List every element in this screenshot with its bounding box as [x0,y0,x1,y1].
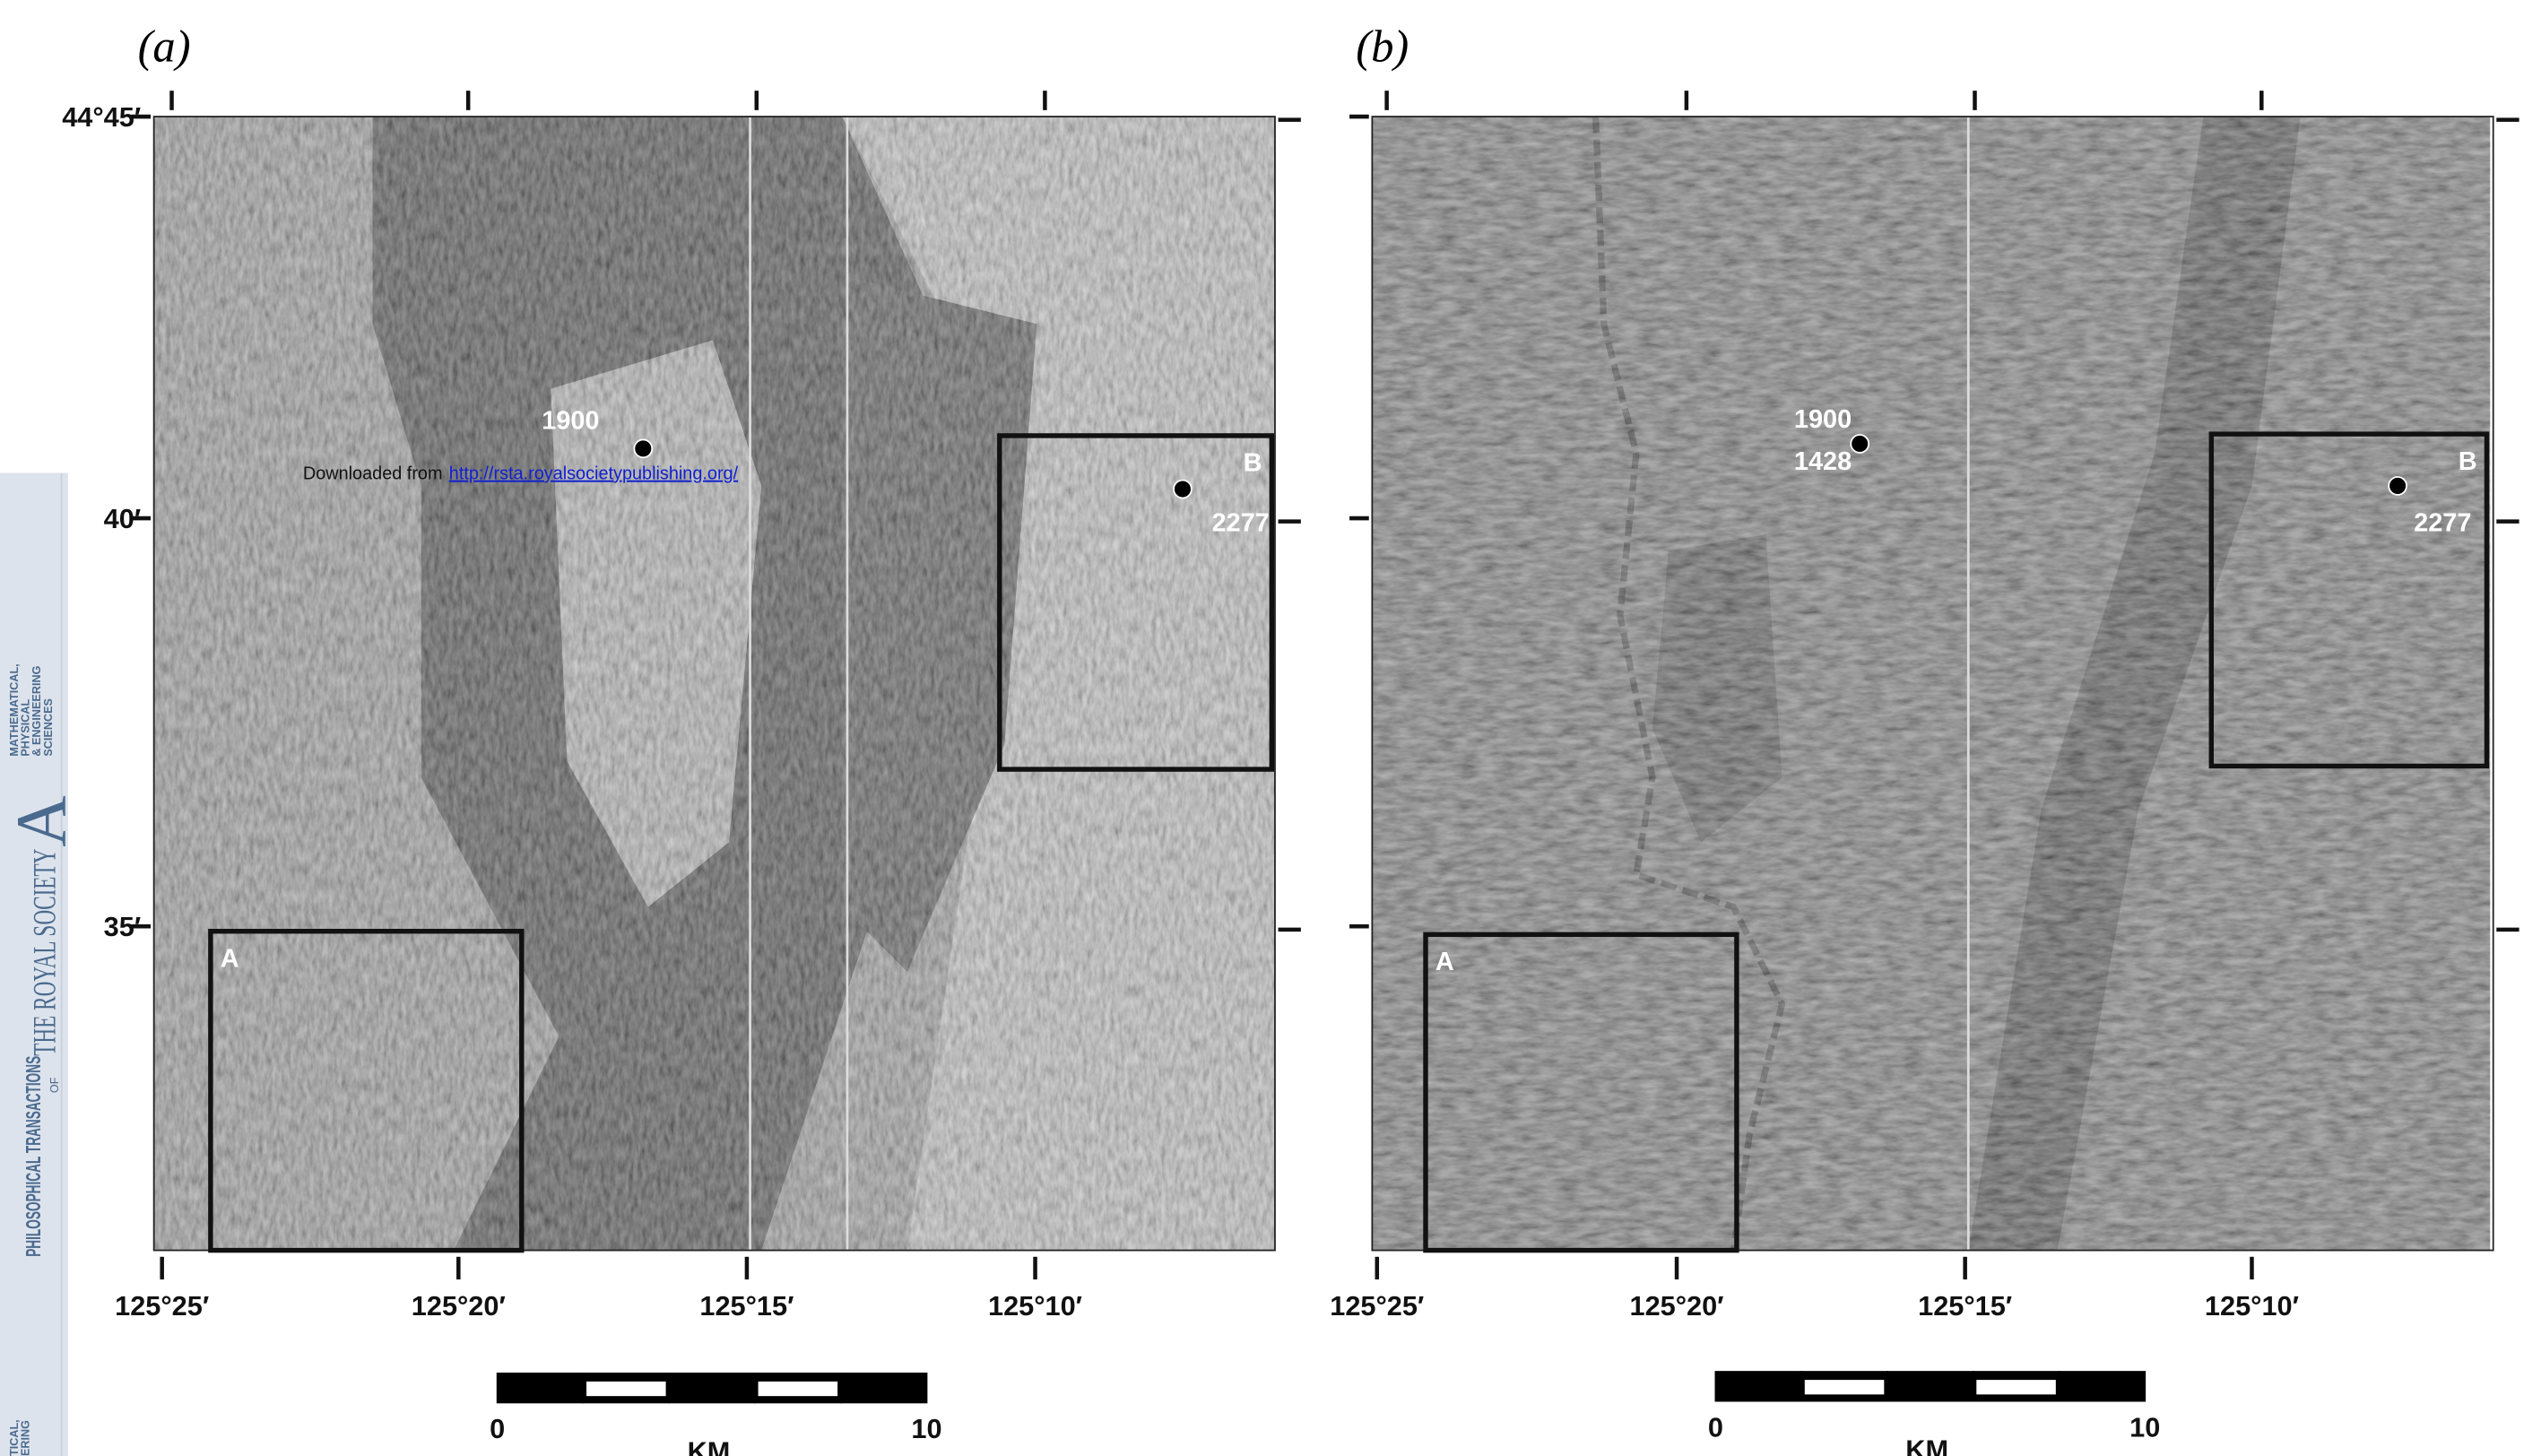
sidebar-subject-cut: ERING [20,1420,32,1456]
image-texture [1372,117,2490,1251]
sidebar-society: THE ROYAL SOCIETY [26,849,62,1056]
lon-label: 125°10′ [988,1290,1082,1322]
scale-segment-inner [586,1382,666,1396]
page-body: {"panels": [ {"label": "(a)", "lat_label… [0,0,2524,1456]
station-dot [1851,435,1869,453]
lat-label: 44°45′ [62,101,141,133]
lon-label: 125°15′ [699,1290,794,1322]
scale-unit: KM [1905,1434,1948,1456]
sidebar-journal: PHILOSOPHICAL TRANSACTIONS [22,1056,45,1257]
sonar-image-b [1372,117,2490,1251]
sidebar-letter: A [2,795,81,846]
box-label: A [1435,948,1454,976]
station-label: 1900 [542,407,599,436]
station-label: 1900 [1794,405,1852,434]
lon-label: 125°25′ [1330,1290,1424,1322]
download-prefix: Downloaded from [303,464,443,484]
station-dot [2389,477,2407,495]
scale-segment [1887,1372,1973,1401]
lon-label: 125°25′ [115,1290,209,1322]
scale-segment [498,1374,584,1403]
station-label: 1428 [1794,447,1852,476]
scale-end: 10 [2129,1411,2160,1443]
scale-end: 10 [911,1413,941,1444]
lat-label: 40′ [104,503,142,534]
panel-label: (a) [138,22,191,72]
scale-segment-inner [759,1382,838,1396]
panel-label: (b) [1356,22,1409,72]
download-notice: Downloaded from http://rsta.royalsocietyp… [303,464,739,484]
scale-segment-inner [1976,1380,2056,1394]
box-label: B [1244,449,1262,478]
station-dot [1174,481,1192,498]
scale-unit: KM [688,1435,731,1456]
scale-segment [841,1374,927,1403]
sonar-image-a [154,117,1275,1251]
scale-segment [669,1374,755,1403]
station-dot [634,439,652,457]
lon-label: 125°15′ [1918,1290,2012,1322]
box-label: B [2459,447,2477,476]
lon-label: 125°20′ [412,1290,506,1322]
scale-start: 0 [490,1413,505,1444]
sidebar-of: OF [48,1077,61,1093]
figure: (a) 125°25′ 125°20′ 125°15′ 125°10′ 44°45′ 40′… [0,0,2524,1456]
station-label: 2277 [1211,509,1269,538]
scale-segment-inner [1805,1380,1885,1394]
box-label: A [221,944,239,973]
scale-segment [2059,1372,2145,1401]
lon-label: 125°10′ [2205,1290,2299,1322]
scale-start: 0 [1708,1411,1723,1443]
image-texture [154,117,1275,1251]
sidebar-subject: SCIENCES [42,698,55,757]
download-link: http://rsta.royalsocietypublishing.org/ [449,464,739,484]
page: Figure html, body { margin: 0; padding: … [0,0,2524,1456]
station-label: 2277 [2414,509,2471,538]
scale-segment [1715,1372,1801,1401]
lon-label: 125°20′ [1630,1290,1724,1322]
lat-label: 35′ [104,911,142,942]
